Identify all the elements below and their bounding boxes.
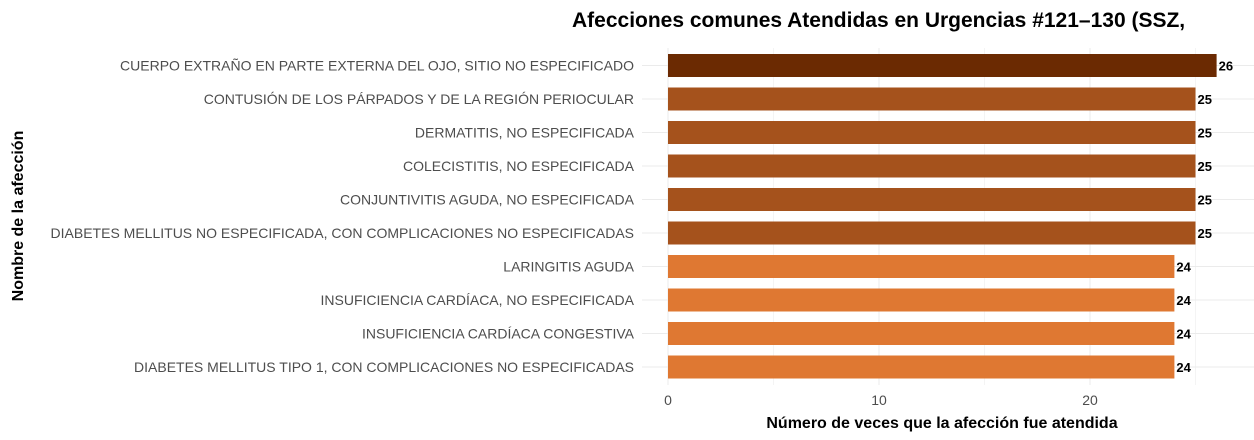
x-tick-labels: 0 10 20 (664, 392, 1098, 408)
bar (668, 322, 1175, 345)
category-label: DIABETES MELLITUS TIPO 1, CON COMPLICACI… (134, 359, 634, 375)
bar (668, 288, 1175, 312)
x-tick-label: 0 (664, 392, 672, 408)
bars (668, 54, 1217, 379)
category-label: DIABETES MELLITUS NO ESPECIFICADA, CON C… (51, 225, 634, 241)
data-label: 24 (1176, 327, 1191, 342)
bar (668, 188, 1196, 211)
data-label: 25 (1198, 159, 1212, 174)
x-tick-label: 20 (1082, 392, 1098, 408)
data-label: 25 (1198, 126, 1212, 141)
data-label: 24 (1176, 360, 1191, 375)
category-label: CONTUSIÓN DE LOS PÁRPADOS Y DE LA REGIÓN… (204, 91, 634, 107)
data-label: 24 (1176, 260, 1191, 275)
bar (668, 54, 1217, 77)
data-label: 25 (1198, 193, 1212, 208)
category-label: COLECISTITIS, NO ESPECIFICADA (403, 158, 635, 174)
bar (668, 121, 1196, 144)
data-label: 25 (1198, 226, 1212, 241)
category-label: CUERPO EXTRAÑO EN PARTE EXTERNA DEL OJO,… (120, 58, 634, 74)
bar (668, 355, 1175, 379)
x-axis-title: Número de veces que la afección fue aten… (766, 415, 1117, 432)
category-label: CONJUNTIVITIS AGUDA, NO ESPECIFICADA (340, 192, 635, 208)
bar (668, 221, 1196, 245)
data-label: 25 (1198, 92, 1212, 107)
category-label: INSUFICIENCIA CARDÍACA, NO ESPECIFICADA (321, 292, 635, 308)
y-axis-title: Nombre de la afección (10, 131, 27, 302)
bar (668, 87, 1196, 111)
chart-title: Afecciones comunes Atendidas en Urgencia… (572, 9, 1185, 32)
category-label: DERMATITIS, NO ESPECIFICADA (415, 125, 635, 141)
category-label: INSUFICIENCIA CARDÍACA CONGESTIVA (362, 326, 635, 342)
category-labels: CUERPO EXTRAÑO EN PARTE EXTERNA DEL OJO,… (51, 58, 635, 376)
data-label: 24 (1176, 293, 1191, 308)
category-label: LARINGITIS AGUDA (503, 259, 634, 275)
data-label: 26 (1219, 59, 1233, 74)
x-tick-label: 10 (871, 392, 887, 408)
bar (668, 255, 1175, 278)
bar (668, 154, 1196, 178)
data-labels: 26 25 25 25 25 25 24 24 24 24 (1176, 59, 1233, 376)
